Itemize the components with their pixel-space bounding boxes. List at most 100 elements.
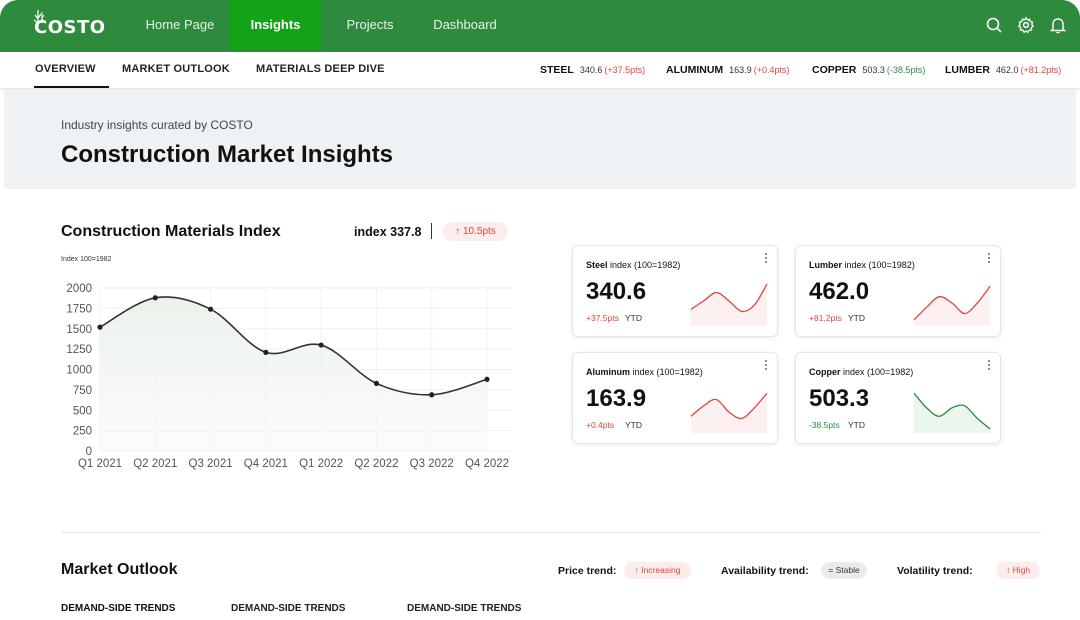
- sparkline: [690, 283, 768, 326]
- data-point: [429, 392, 435, 398]
- logo-icon[interactable]: [32, 6, 102, 44]
- outlook-title: Market Outlook: [61, 561, 178, 578]
- card-label: Steel index (100=1982): [586, 260, 681, 270]
- tab-demand-side-3[interactable]: DEMAND-SIDE TRENDS: [407, 603, 522, 614]
- index-note: Index 100=1982: [61, 256, 112, 263]
- section-divider: [61, 532, 1041, 533]
- tab-demand-side-2[interactable]: DEMAND-SIDE TRENDS: [231, 603, 346, 614]
- card-change: +37.5pts: [586, 313, 619, 323]
- arrow-up-icon: ↑: [455, 226, 461, 237]
- x-tick-label: Q1 2022: [299, 458, 343, 470]
- volatility-trend-badge: ↑ High: [996, 562, 1040, 579]
- more-vertical-icon[interactable]: [987, 252, 991, 264]
- ticker-value: 163.9: [729, 65, 752, 75]
- ticker-change: (+37.5pts): [604, 65, 646, 75]
- tab-overview[interactable]: OVERVIEW: [35, 63, 96, 75]
- index-section-title: Construction Materials Index: [61, 223, 281, 240]
- top-nav: COSTO Home Page Insights Projects Dashbo…: [0, 0, 1080, 52]
- card-label: Copper index (100=1982): [809, 367, 914, 377]
- ticker-value: 462.0: [995, 65, 1019, 75]
- card-change: -38.5pts: [809, 420, 840, 430]
- gear-icon[interactable]: [1017, 16, 1035, 34]
- x-tick-label: Q2 2022: [354, 458, 398, 470]
- availability-trend-label: Availability trend:: [721, 565, 809, 577]
- card-steel[interactable]: Steel index (100=1982) 340.6 +37.5pts YT…: [572, 245, 778, 337]
- sparkline-area: [691, 393, 767, 433]
- y-tick-label: 500: [73, 405, 92, 417]
- card-value: 340.6: [586, 278, 647, 305]
- more-vertical-icon[interactable]: [764, 359, 768, 371]
- sparkline: [913, 285, 991, 326]
- sparkline: [913, 392, 991, 433]
- price-trend-value: Increasing: [641, 565, 681, 575]
- card-value: 462.0: [809, 278, 870, 305]
- card-ytd: YTD: [625, 313, 642, 323]
- sparkline-line: [913, 285, 991, 321]
- sparkline: [690, 392, 768, 433]
- price-trend-badge: ↑ Increasing: [624, 562, 691, 579]
- index-change-value: 10.5pts: [462, 226, 496, 237]
- sub-nav: OVERVIEW MARKET OUTLOOK MATERIALS DEEP D…: [0, 52, 1080, 89]
- more-vertical-icon[interactable]: [764, 252, 768, 264]
- more-vertical-icon[interactable]: [987, 359, 991, 371]
- y-tick-label: 1500: [66, 324, 92, 336]
- brand-name[interactable]: COSTO: [34, 17, 106, 38]
- ticker-change: (-38.5pts): [886, 65, 926, 75]
- y-tick-label: 250: [73, 426, 92, 438]
- tab-materials-deep-dive[interactable]: MATERIALS DEEP DIVE: [256, 63, 385, 75]
- divider: [431, 223, 432, 239]
- tab-demand-side-1[interactable]: DEMAND-SIDE TRENDS: [61, 603, 176, 614]
- y-tick-label: 1750: [66, 303, 92, 315]
- data-point: [484, 376, 490, 382]
- card-label: Lumber index (100=1982): [809, 260, 915, 270]
- bell-icon[interactable]: [1049, 16, 1067, 34]
- index-line-chart: 0 250 500 750 1000 1250 1500 1750 2000 Q1 2021 Q2 …: [66, 283, 512, 470]
- tab-market-outlook[interactable]: MARKET OUTLOOK: [122, 63, 230, 75]
- nav-projects[interactable]: Projects: [346, 17, 394, 32]
- volatility-trend-value: High: [1012, 565, 1031, 575]
- card-value: 503.3: [809, 385, 870, 412]
- y-tick-label: 1250: [66, 344, 92, 356]
- arrow-up-icon: ↑: [634, 565, 639, 575]
- card-lumber[interactable]: Lumber index (100=1982) 462.0 +81.2pts Y…: [795, 245, 1001, 337]
- availability-trend-badge: = Stable: [821, 562, 867, 579]
- data-point: [207, 306, 214, 312]
- data-point: [318, 342, 324, 348]
- search-icon[interactable]: [985, 16, 1003, 34]
- card-copper[interactable]: Copper index (100=1982) 503.3 -38.5pts Y…: [795, 352, 1001, 444]
- card-ytd: YTD: [625, 420, 642, 430]
- ticker-change: (+0.4pts): [753, 65, 790, 75]
- ticker-copper: COPPER 503.3 (-38.5pts): [812, 64, 925, 76]
- data-point: [263, 349, 269, 355]
- x-tick-label: Q1 2021: [78, 458, 122, 470]
- nav-dashboard[interactable]: Dashboard: [433, 17, 497, 32]
- ticker-name: ALUMINUM: [666, 64, 724, 76]
- active-tab-indicator: [34, 86, 109, 88]
- ticker-value: 340.6: [579, 65, 603, 75]
- card-aluminum[interactable]: Aluminum index (100=1982) 163.9 +0.4pts …: [572, 352, 778, 444]
- sparkline-area: [914, 286, 990, 326]
- ticker-name: STEEL: [540, 64, 574, 76]
- x-tick-label: Q4 2021: [244, 458, 288, 470]
- index-change-badge: ↑ 10.5pts: [443, 222, 508, 241]
- ticker-name: LUMBER: [945, 64, 990, 76]
- data-point: [97, 324, 103, 330]
- card-label: Aluminum index (100=1982): [586, 367, 703, 377]
- x-tick-label: Q4 2022: [465, 458, 509, 470]
- sparkline-line: [690, 392, 768, 420]
- ticker-value: 503.3: [862, 65, 885, 75]
- series-area: [100, 296, 487, 451]
- nav-home[interactable]: Home Page: [145, 17, 215, 32]
- ticker-change: (+81.2pts): [1020, 65, 1062, 75]
- card-ytd: YTD: [848, 420, 865, 430]
- sparkline-line: [913, 392, 991, 430]
- card-change: +81.2pts: [809, 313, 842, 323]
- nav-insights[interactable]: Insights: [230, 0, 321, 50]
- hero-subtitle: Industry insights curated by COSTO: [61, 118, 253, 132]
- sparkline-line: [690, 283, 768, 313]
- sparkline-area: [691, 284, 767, 326]
- page-title: Construction Market Insights: [61, 141, 394, 168]
- hero-banner: Industry insights curated by COSTO Const…: [4, 89, 1076, 189]
- x-tick-label: Q2 2021: [133, 458, 177, 470]
